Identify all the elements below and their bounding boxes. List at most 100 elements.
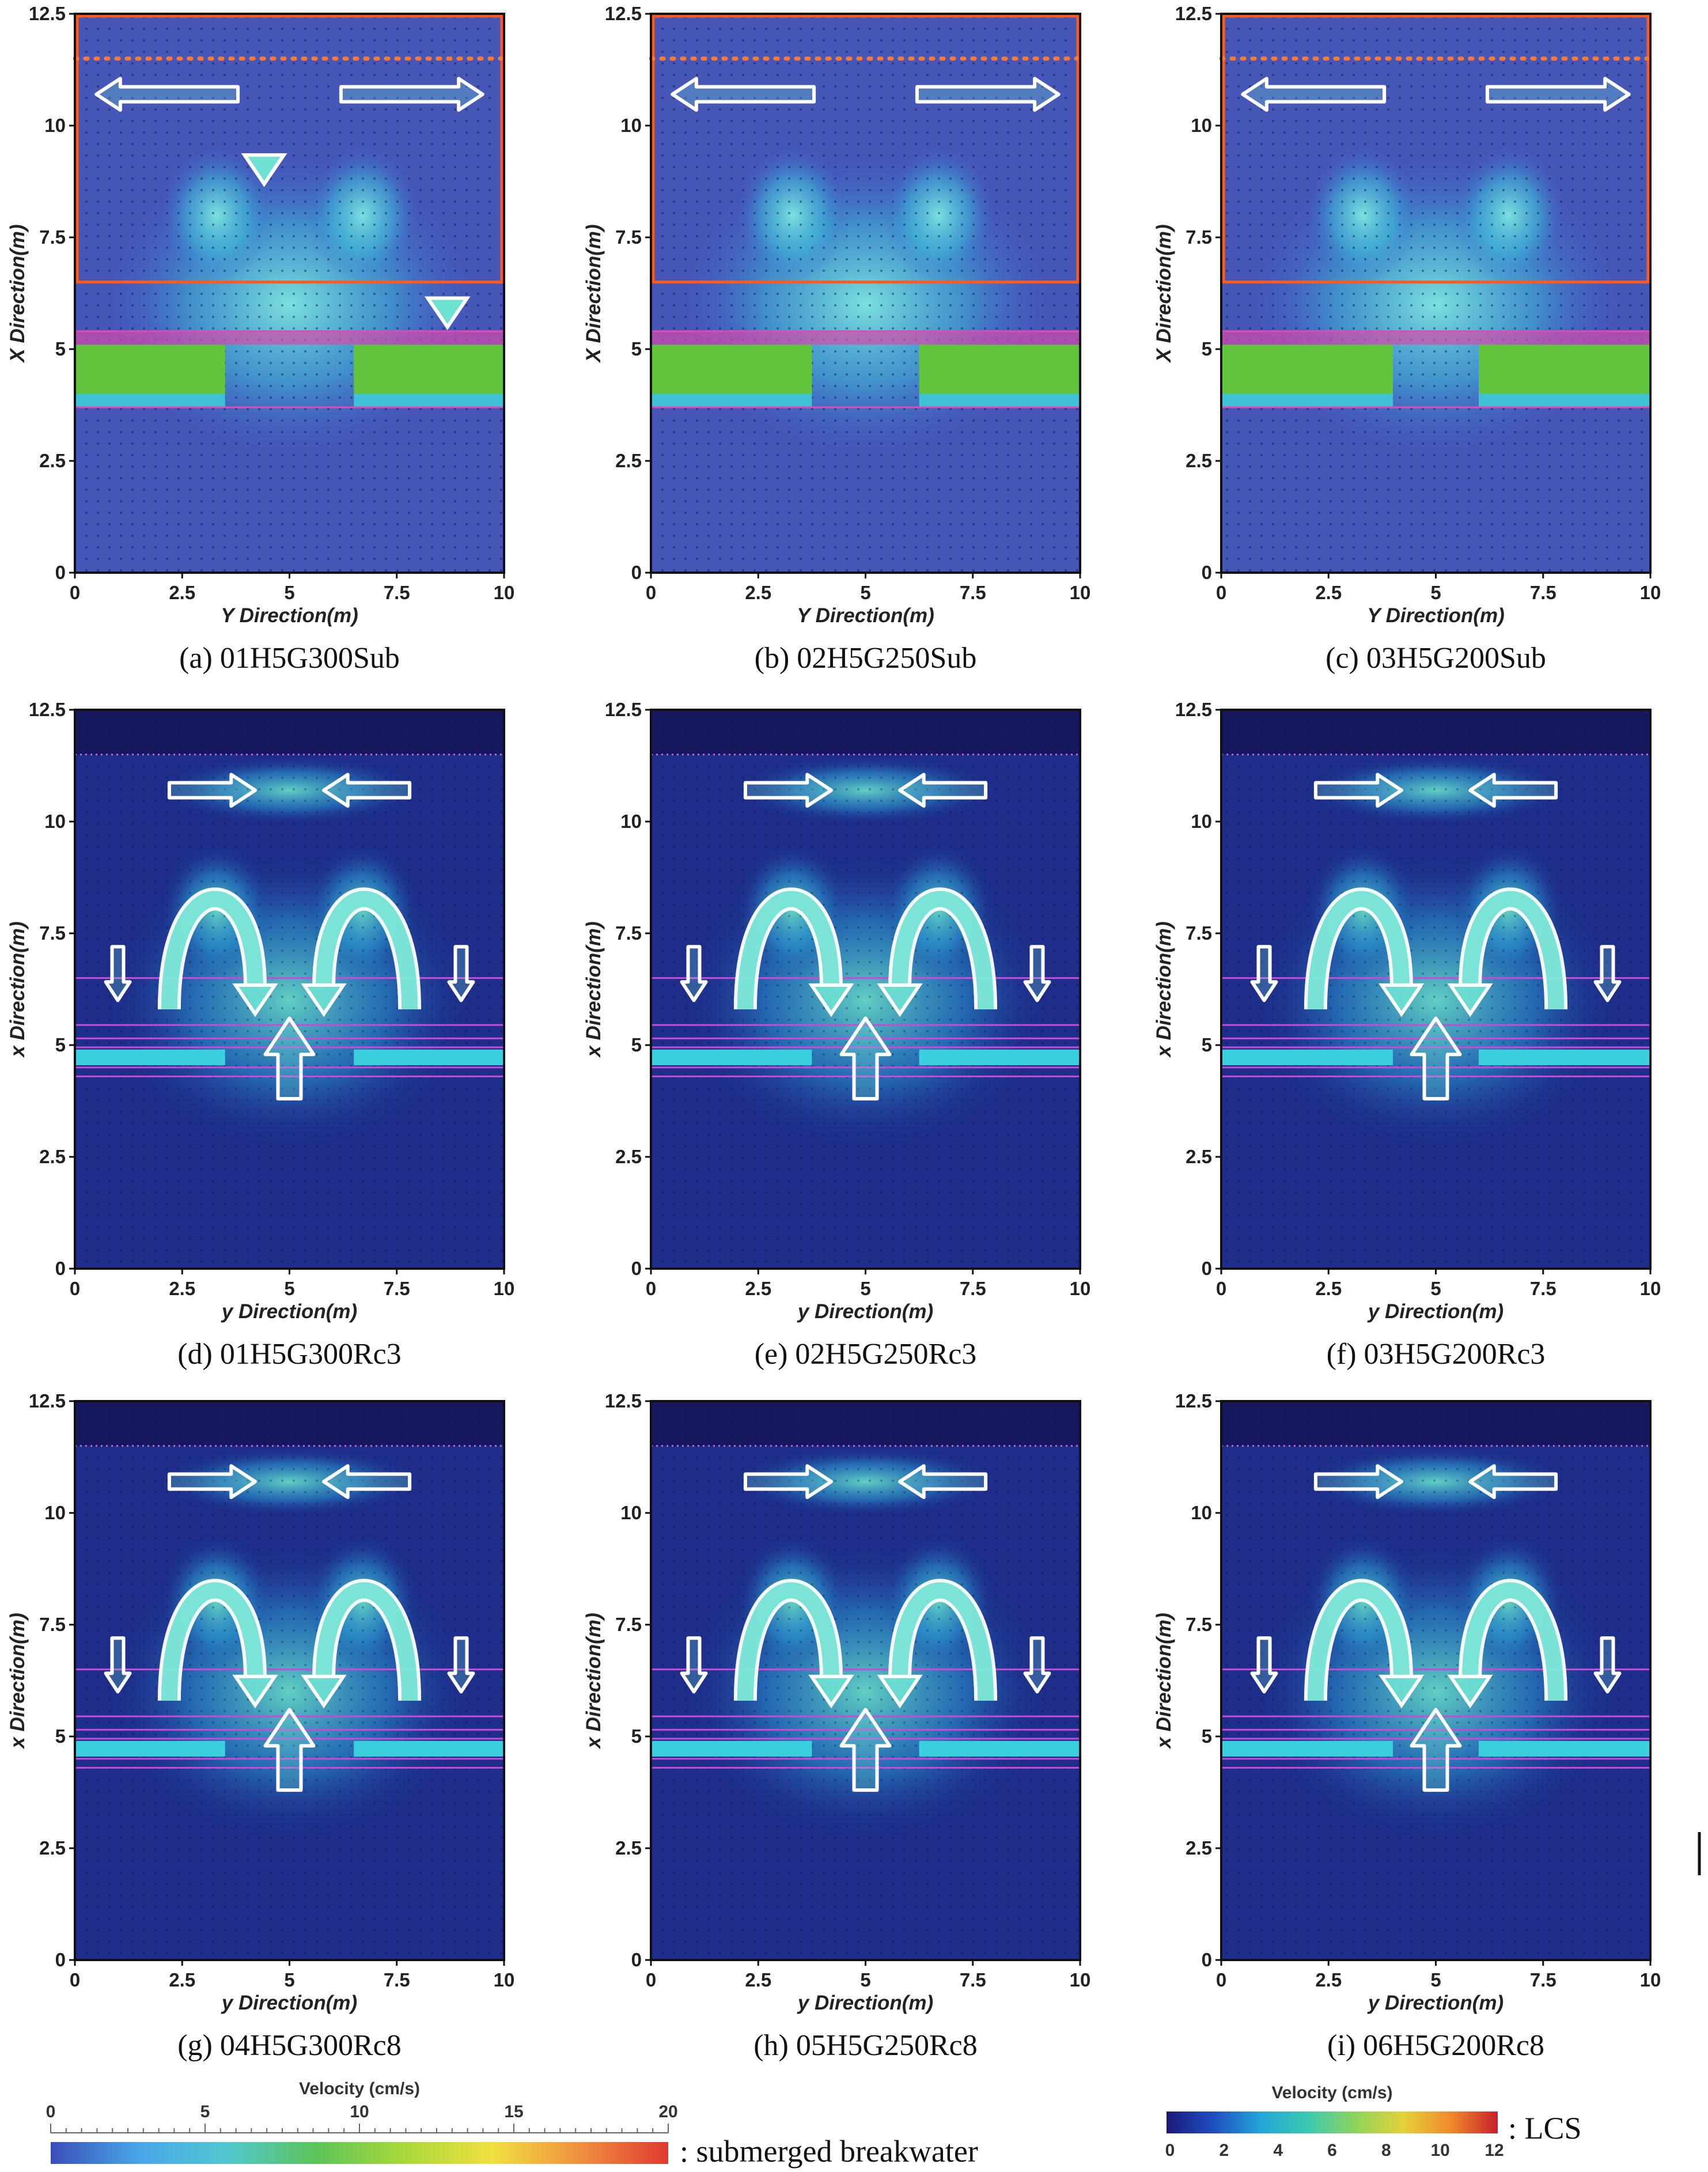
y-tick-label: 10 (1191, 811, 1212, 832)
y-axis-title: X Direction(m) (1153, 224, 1175, 363)
x-tick-label: 10 (1070, 582, 1091, 603)
x-tick-label: 0 (70, 1278, 80, 1299)
longshore-arrow-right (322, 1464, 412, 1499)
x-tick-label: 10 (494, 1278, 515, 1299)
vector-field (651, 1401, 1080, 1960)
left-arch-arrow-fill (161, 891, 263, 1009)
breakwater-edge (651, 331, 1080, 345)
x-axis-title: y Direction(m) (797, 1992, 933, 2014)
longshore-arrow-left (743, 773, 833, 808)
y-tick-label: 0 (631, 1258, 642, 1279)
y-tick-label: 5 (631, 1034, 642, 1055)
x-tick-label: 2.5 (745, 582, 771, 603)
right-arch-arrow-fill (892, 891, 994, 1009)
x-tick-label: 0 (1216, 582, 1226, 603)
y-tick-label: 7.5 (39, 1614, 66, 1635)
x-tick-label: 0 (1216, 1278, 1226, 1299)
longshore-arrow-left (1313, 773, 1403, 808)
y-axis-title: x Direction(m) (6, 921, 29, 1058)
x-tick-label: 7.5 (960, 1278, 986, 1299)
arrow-head (232, 983, 278, 1017)
y-tick-label: 7.5 (1186, 1614, 1212, 1635)
breakwater-right (1479, 393, 1650, 407)
longshore-arrow-right (339, 77, 484, 112)
colorbar-tick-label: 6 (1327, 2141, 1337, 2160)
lcs-right (354, 1049, 504, 1065)
panel-caption: (b) 02H5G250Sub (755, 642, 977, 675)
arrow-head (1447, 983, 1493, 1017)
x-tick-label: 7.5 (384, 1278, 410, 1299)
panel-d: 0 2.5 5 7.5 10 12.5 0 2.5 5 7.5 10 y Direction(m) x … (6, 699, 514, 1371)
x-tick-label: 7.5 (960, 1969, 986, 1991)
breakwater-left-crest (1221, 345, 1393, 394)
y-axis-title: X Direction(m) (6, 224, 29, 363)
y-axis-title: x Direction(m) (582, 921, 605, 1058)
panel-f: 0 2.5 5 7.5 10 12.5 0 2.5 5 7.5 10 y Direction(m) x … (1153, 699, 1661, 1371)
lcs-right (919, 1049, 1080, 1065)
x-tick-label: 7.5 (1530, 582, 1556, 603)
longshore-arrow-left (1313, 1464, 1403, 1499)
x-tick-label: 2.5 (745, 1969, 771, 1991)
y-tick-label: 10 (620, 1502, 642, 1523)
longshore-arrow-left (167, 773, 257, 808)
panel-a: 0 2.5 5 7.5 10 12.5 0 2.5 5 7.5 10 Y Direction(m) X … (6, 3, 514, 675)
y-tick-label: 10 (620, 811, 642, 832)
colorbar-tick-label: 8 (1381, 2141, 1391, 2160)
colorbar-tick-label: 0 (46, 2102, 56, 2121)
circulation-arrows (104, 773, 475, 1101)
side-arrow-right (1593, 1636, 1622, 1694)
circulation-arrows (680, 1464, 1051, 1792)
y-tick-label: 10 (620, 115, 642, 136)
y-tick-label: 2.5 (615, 1146, 642, 1167)
colorbar-gradient (51, 2142, 668, 2164)
longshore-arrow-right (322, 773, 412, 808)
panel-caption: (f) 03H5G200Rc3 (1327, 1338, 1546, 1371)
vector-field (75, 14, 504, 573)
y-tick-label: 12.5 (1175, 1390, 1212, 1412)
y-tick-label: 12.5 (605, 699, 642, 720)
x-tick-label: 5 (284, 1278, 294, 1299)
panel-caption: (a) 01H5G300Sub (179, 642, 400, 675)
side-arrow-left (1250, 1636, 1278, 1694)
lcs-left (651, 1049, 812, 1065)
x-tick-label: 5 (860, 1278, 870, 1299)
arrow-head (241, 153, 287, 187)
arrow-head (1447, 1674, 1493, 1709)
panel-caption: (d) 01H5G300Rc3 (177, 1338, 402, 1371)
vector-field (75, 1401, 504, 1960)
arrow-head (877, 983, 923, 1017)
x-tick-label: 5 (284, 582, 294, 603)
rip-current-arrow (1410, 1708, 1462, 1792)
x-tick-label: 10 (1070, 1969, 1091, 1991)
y-tick-label: 0 (631, 1949, 642, 1970)
x-tick-label: 0 (646, 1969, 656, 1991)
y-axis-title: x Direction(m) (1153, 1613, 1175, 1749)
panel-h: 0 2.5 5 7.5 10 12.5 0 2.5 5 7.5 10 y Direction(m) x … (582, 1390, 1090, 2062)
panel-caption: (h) 05H5G250Rc8 (753, 2029, 978, 2062)
left-arch-arrow-fill (161, 1582, 263, 1701)
arrow-head (301, 1674, 347, 1709)
y-tick-label: 7.5 (615, 1614, 642, 1635)
longshore-arrow-right (898, 773, 988, 808)
panel-caption: (g) 04H5G300Rc8 (177, 2029, 402, 2062)
panel-i: 0 2.5 5 7.5 10 12.5 0 2.5 5 7.5 10 y Direction(m) x … (1153, 1390, 1661, 2062)
y-tick-label: 10 (44, 1502, 66, 1523)
y-tick-label: 2.5 (1186, 1146, 1212, 1167)
x-tick-label: 2.5 (169, 1969, 195, 1991)
side-arrow-left (680, 945, 708, 1002)
x-tick-label: 5 (284, 1969, 294, 1991)
left-arch-arrow-fill (1307, 1582, 1410, 1701)
x-tick-label: 7.5 (384, 582, 410, 603)
surf-zone-box (1222, 14, 1650, 284)
lcs-left (1221, 1740, 1393, 1757)
breakwater-right-crest (354, 345, 504, 394)
x-tick-label: 10 (1640, 1969, 1661, 1991)
rip-current-arrow (839, 1708, 892, 1792)
x-tick-label: 2.5 (169, 582, 195, 603)
left-arch-arrow-fill (1307, 891, 1410, 1009)
breakwater-right (354, 393, 504, 407)
x-tick-label: 2.5 (1315, 582, 1342, 603)
lcs-left (1221, 1049, 1393, 1065)
lcs-right (354, 1740, 504, 1757)
